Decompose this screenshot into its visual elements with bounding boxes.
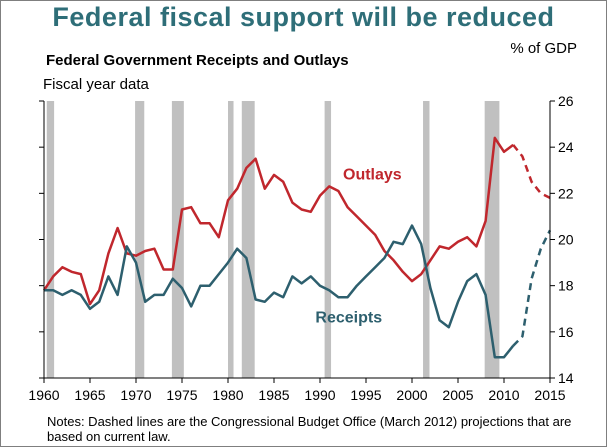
x-tick-label-1980: 1980 [212,387,243,403]
x-tick-label-1990: 1990 [304,387,335,403]
series-line-outlays-projection [512,144,551,200]
recession-bar-3 [228,101,234,378]
y-tick-label-24: 24 [558,139,574,155]
y-tick-label-14: 14 [558,370,574,386]
headline: Federal fiscal support will be reduced [52,2,555,32]
series-line-outlays [42,136,514,306]
x-tick-label-1970: 1970 [120,387,151,403]
chart-title: Federal Government Receipts and Outlays [46,52,349,69]
notes: Notes: Dashed lines are the Congressiona… [47,414,572,444]
x-tick-label-1960: 1960 [28,387,59,403]
recession-bar-1 [135,101,145,378]
series-lines [42,136,552,359]
y-tick-label-18: 18 [558,278,574,294]
y-tick-label-26: 26 [558,93,574,109]
series-line-receipts-projection [512,229,552,347]
x-tick-label-2005: 2005 [442,387,473,403]
axes: 1960 1965 1970 1975 1980 1985 1990 1995 2000 2005… [28,93,573,403]
y-axis-unit: % of GDP [510,40,577,57]
x-tick-label-2015: 2015 [534,387,565,403]
x-tick-label-1985: 1985 [258,387,289,403]
x-tick-label-2000: 2000 [396,387,427,403]
recession-bar-0 [46,101,55,378]
series-line-receipts [44,224,515,359]
x-tick-label-1975: 1975 [166,387,197,403]
x-tick-label-1965: 1965 [74,387,105,403]
y-tick-label-16: 16 [558,324,574,340]
series-labels: Outlays Receipts [315,166,401,326]
recession-bar-5 [324,101,332,378]
chart-subtitle: Fiscal year data [43,76,149,93]
y-tick-label-20: 20 [558,232,574,248]
series-label-receipts: Receipts [315,310,382,327]
recession-bar-4 [241,101,255,378]
x-tick-label-2010: 2010 [488,387,519,403]
recession-bar-6 [423,101,430,378]
y-tick-label-22: 22 [558,185,574,201]
series-label-outlays: Outlays [343,166,402,183]
x-tick-label-1995: 1995 [350,387,381,403]
